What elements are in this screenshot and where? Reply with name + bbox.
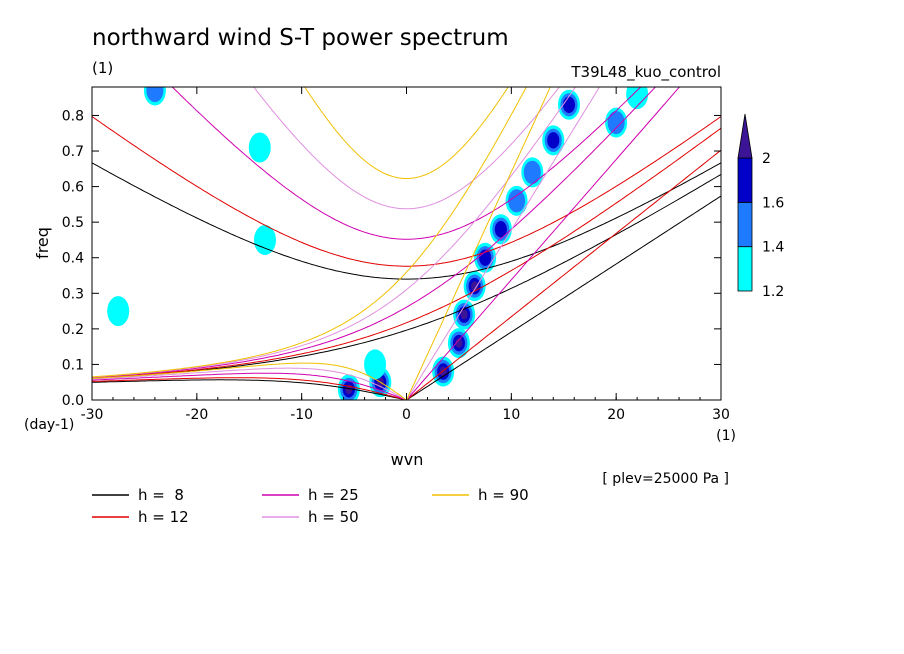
contour-blob-13-level-1: [607, 110, 625, 135]
contour-blob-9-level-2: [562, 96, 576, 114]
contour-blob-7-level-1: [523, 160, 541, 184]
y-axis-ticks: 0.0 0.1 0.2 0.3 0.4 0.5 0.6 0.7 0.8: [62, 108, 721, 409]
legend-label-h90: h = 90: [478, 486, 529, 504]
curve-inertio-gravity-h8: [92, 162, 721, 280]
contour-blob-15-level-1: [146, 87, 164, 103]
x-axis-ticks: -30 -20 -10 0 10 20 30: [81, 87, 730, 423]
legend-label-h25: h = 25: [308, 486, 359, 504]
curve-mixed-rossby-gravity-h50: [92, 87, 577, 378]
colorbar-segment: [737, 201, 753, 248]
chart-subtitle-right: T39L48_kuo_control: [570, 63, 721, 82]
curve-rossby-h50: [92, 367, 721, 400]
x-tick-label: -30: [81, 407, 104, 423]
x-tick-label: 20: [607, 407, 625, 423]
curve-mixed-rossby-gravity-h90: [92, 87, 527, 378]
curve-rossby-h25: [92, 372, 721, 400]
contour-blob-14-level-0: [626, 87, 649, 110]
y-tick-label: 0.0: [62, 393, 84, 409]
contour-blob-18-level-0: [253, 224, 276, 255]
curve-inertio-gravity-h90: [304, 87, 509, 179]
y-axis-label: freq: [33, 227, 52, 259]
curve-rossby-h12: [92, 377, 721, 400]
colorbar-label: 1.4: [762, 240, 784, 256]
y-tick-label: 0.6: [62, 180, 84, 196]
legend-label-h12: h = 12: [138, 508, 189, 526]
y-tick-label: 0.2: [62, 322, 84, 338]
contour-blob-12-level-0: [364, 349, 387, 380]
curve-mixed-rossby-gravity-h8: [92, 173, 721, 379]
x-tick-label: -20: [185, 407, 208, 423]
curve-inertio-gravity-h50: [253, 87, 560, 210]
plot-frame: [91, 86, 722, 401]
chart-subtitle-left: (1): [92, 59, 113, 77]
curve-kelvin-h12: [406, 149, 721, 400]
colorbar-segment: [737, 157, 753, 203]
curve-kelvin-h8: [406, 195, 721, 400]
curve-inertio-gravity-h25: [171, 87, 642, 240]
curve-mixed-rossby-gravity-h12: [92, 127, 721, 379]
x-tick-label: 0: [402, 407, 411, 423]
x-axis-label: wvn: [391, 450, 424, 469]
legend: h = 8 h = 12 h = 25 h = 50 h = 90: [92, 486, 529, 526]
curve-kelvin-h90: [406, 87, 551, 400]
chart-title: northward wind S-T power spectrum: [92, 25, 509, 51]
pressure-level-note: [ plev=25000 Pa ]: [602, 471, 729, 487]
curve-rossby-h90: [92, 362, 721, 400]
y-tick-label: 0.4: [62, 251, 84, 267]
y-tick-label: 0.1: [62, 357, 84, 373]
curve-rossby-h8: [92, 379, 721, 400]
contour-blob-8-level-2: [547, 132, 560, 149]
colorbar-top-arrow: [737, 113, 753, 159]
contour-blob-6-level-1: [508, 189, 526, 213]
x-tick-label: 30: [712, 407, 730, 423]
curve-mixed-rossby-gravity-h25: [92, 87, 657, 378]
colorbar: 1.2 1.4 1.6 2: [737, 113, 784, 300]
x-tick-label: 10: [502, 407, 520, 423]
y-tick-label: 0.5: [62, 215, 84, 231]
contour-blob-1-level-3: [455, 338, 463, 348]
y-tick-label: 0.8: [62, 108, 84, 124]
colorbar-label: 2: [762, 151, 771, 167]
colorbar-label: 1.6: [762, 195, 784, 211]
contour-blob-16-level-0: [248, 132, 271, 163]
legend-label-h50: h = 50: [308, 508, 359, 526]
x-unit-label: (1): [716, 428, 736, 444]
curve-kelvin-h50: [406, 87, 601, 400]
legend-label-h8: h = 8: [138, 486, 184, 504]
contour-blob-17-level-0: [107, 296, 130, 327]
y-tick-label: 0.3: [62, 286, 84, 302]
colorbar-label: 1.2: [762, 284, 784, 300]
contour-blob-3-level-3: [471, 281, 479, 292]
curve-kelvin-h25: [406, 87, 681, 400]
x-tick-label: -10: [290, 407, 313, 423]
y-tick-label: 0.7: [62, 144, 84, 160]
curve-inertio-gravity-h12: [92, 116, 721, 267]
contour-blob-2-level-3: [460, 309, 468, 320]
y-unit-label: (day-1): [24, 417, 74, 433]
dispersion-curve-layer: [92, 87, 721, 400]
colorbar-segment: [737, 246, 753, 292]
contour-blob-5-level-2: [494, 221, 507, 238]
